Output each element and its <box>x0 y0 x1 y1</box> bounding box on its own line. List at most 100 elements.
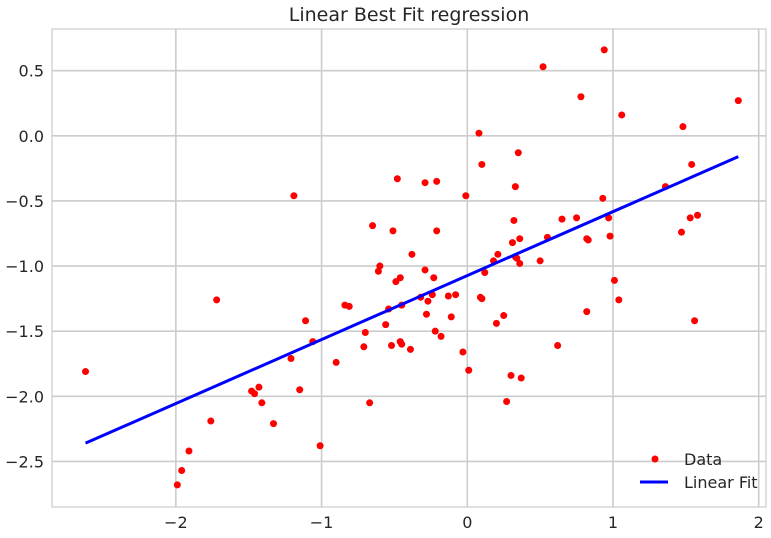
data-point <box>465 366 473 374</box>
data-point <box>503 398 511 406</box>
y-tick-labels: −2.5 −2.0 −1.5 −1.0 −0.5 0.0 0.5 <box>5 62 44 472</box>
data-point <box>511 183 519 191</box>
data-point <box>302 317 310 325</box>
chart-title: Linear Best Fit regression <box>289 4 530 26</box>
data-point <box>554 341 562 349</box>
data-point <box>173 481 181 489</box>
data-point <box>447 313 455 321</box>
data-point <box>369 222 377 230</box>
data-point <box>452 291 460 299</box>
data-point <box>481 269 489 277</box>
legend-marker-data <box>651 455 659 463</box>
data-point <box>507 371 515 379</box>
data-point <box>605 214 613 222</box>
x-tick-label: −2 <box>164 513 188 532</box>
data-point <box>510 216 518 224</box>
series-layer <box>82 46 742 489</box>
y-tick-label: −2.0 <box>5 387 44 406</box>
legend: Data Linear Fit <box>640 450 758 492</box>
data-point <box>431 327 439 335</box>
data-point <box>316 442 324 450</box>
data-point <box>577 93 585 101</box>
x-tick-label: −1 <box>310 513 334 532</box>
y-gridlines <box>52 69 766 463</box>
plot-background <box>52 29 766 507</box>
data-point <box>406 345 414 353</box>
data-point <box>185 447 193 455</box>
legend-label-data: Data <box>684 450 722 469</box>
data-point <box>536 257 544 265</box>
data-point <box>478 295 486 303</box>
data-point <box>600 46 608 54</box>
data-point <box>734 97 742 105</box>
data-point <box>393 175 401 183</box>
data-point <box>422 310 430 318</box>
data-point <box>437 332 445 340</box>
data-point <box>345 302 353 310</box>
data-point <box>539 63 547 71</box>
data-point <box>583 308 591 316</box>
y-tick-label: 0.0 <box>19 127 44 146</box>
data-point <box>584 236 592 244</box>
data-point <box>517 374 525 382</box>
data-point <box>615 296 623 304</box>
y-tick-label: −2.5 <box>5 452 44 471</box>
data-point <box>389 227 397 235</box>
data-point <box>388 341 396 349</box>
data-point <box>332 358 340 366</box>
data-point <box>508 239 516 247</box>
data-point <box>691 317 699 325</box>
data-point <box>430 274 438 282</box>
data-point <box>376 262 384 270</box>
data-point <box>494 250 502 258</box>
data-point <box>82 368 90 376</box>
plot-frame <box>51 28 767 508</box>
data-point <box>207 417 215 425</box>
data-point <box>424 297 432 305</box>
data-point <box>360 343 368 351</box>
data-point <box>398 340 406 348</box>
data-point <box>178 467 186 475</box>
legend-label-linear-fit: Linear Fit <box>684 473 758 492</box>
data-point <box>686 214 694 222</box>
x-tick-label: 2 <box>754 513 764 532</box>
data-point <box>396 274 404 282</box>
y-tick-label: −1.5 <box>5 322 44 341</box>
data-point <box>290 192 298 200</box>
data-point <box>475 129 483 137</box>
data-point <box>516 235 524 243</box>
data-point <box>433 177 441 185</box>
data-point <box>492 319 500 327</box>
y-tick-label: −1.0 <box>5 257 44 276</box>
data-point <box>444 292 452 300</box>
data-point <box>366 399 374 407</box>
data-point <box>421 266 429 274</box>
data-point <box>255 383 263 391</box>
data-point <box>618 111 626 119</box>
data-point <box>408 250 416 258</box>
data-point <box>459 348 467 356</box>
data-point <box>213 296 221 304</box>
data-point <box>610 276 618 284</box>
data-point <box>296 386 304 394</box>
data-point <box>694 211 702 219</box>
data-point <box>513 254 521 262</box>
data-point <box>258 399 266 407</box>
linear-fit-line <box>84 155 739 445</box>
data-point <box>599 194 607 202</box>
data-point <box>462 192 470 200</box>
data-point <box>421 179 429 187</box>
data-point <box>688 160 696 168</box>
data-point <box>433 227 441 235</box>
y-tick-label: 0.5 <box>19 62 44 81</box>
data-point <box>514 149 522 157</box>
data-point <box>251 390 259 398</box>
data-point <box>558 215 566 223</box>
data-point <box>679 123 687 131</box>
x-tick-labels: −2 −1 0 1 2 <box>164 513 764 532</box>
x-gridlines <box>175 29 760 507</box>
data-point <box>382 321 390 329</box>
x-tick-label: 0 <box>462 513 472 532</box>
data-point <box>287 355 295 363</box>
